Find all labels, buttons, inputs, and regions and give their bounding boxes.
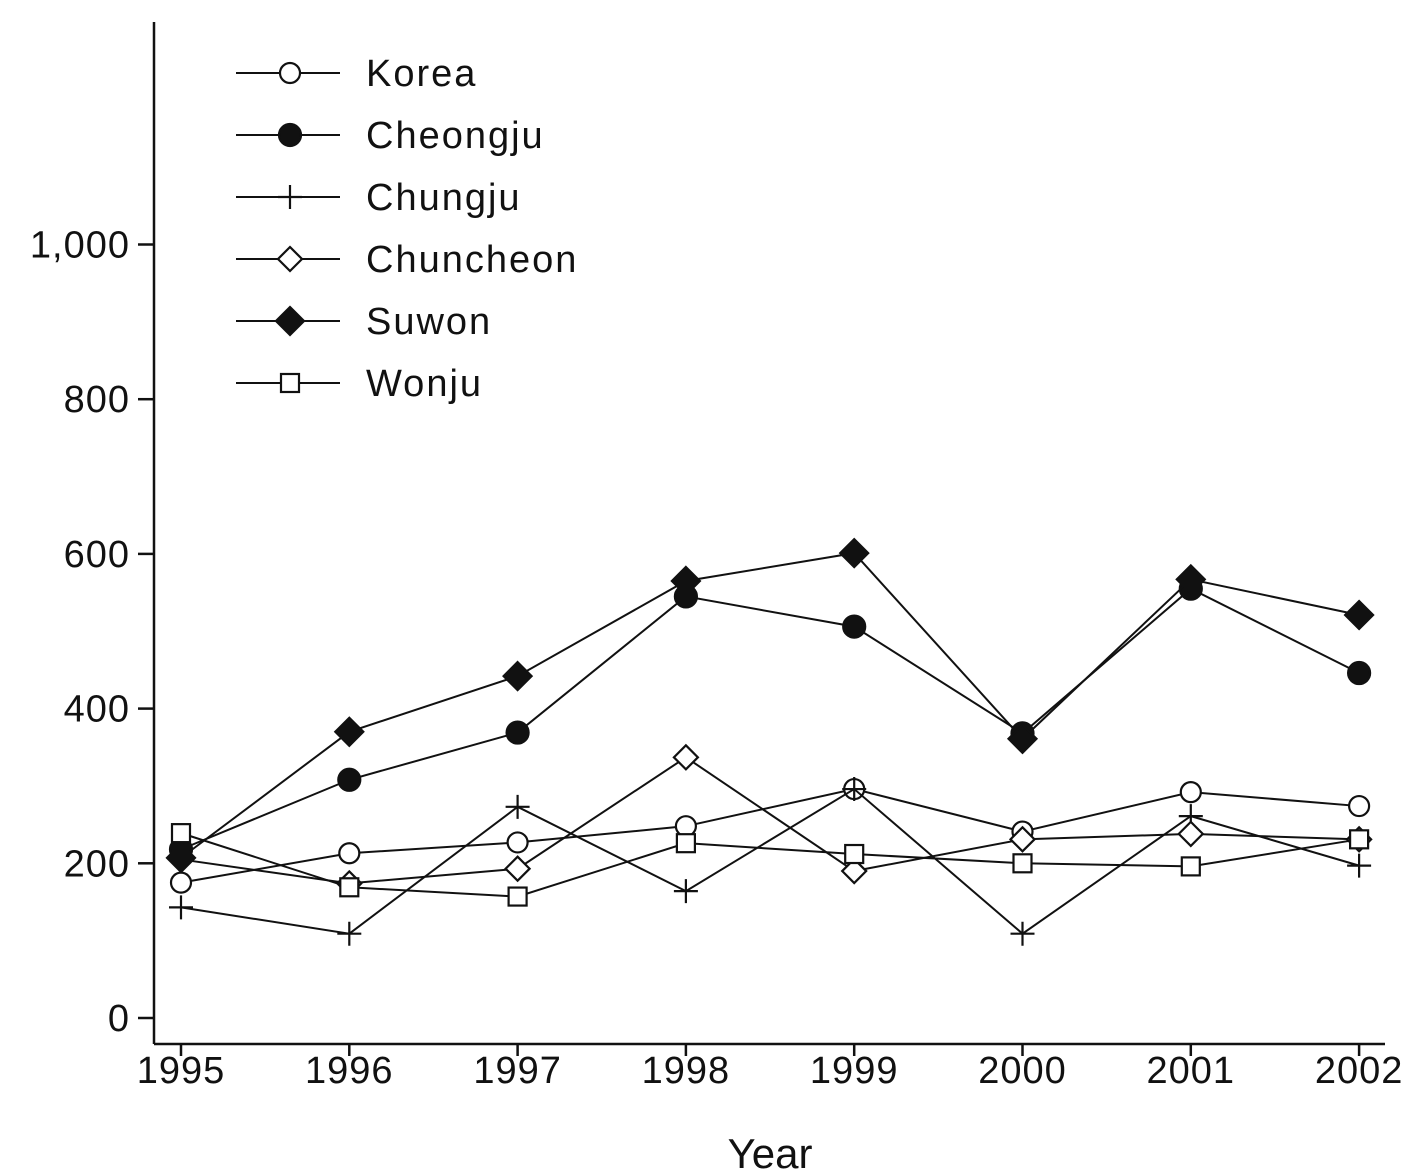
data-point-chuncheon [672, 743, 700, 771]
data-point-chungju [673, 879, 698, 904]
data-point-chungju [337, 921, 362, 946]
legend-label: Korea [366, 53, 477, 95]
series-line-korea [180, 788, 1360, 884]
legend-label: Wonju [366, 363, 483, 405]
data-point-chungju [1347, 853, 1372, 878]
data-point-cheongju [1346, 660, 1372, 686]
legend-label: Cheongju [366, 115, 545, 157]
x-tick-label: 2000 [978, 1050, 1067, 1092]
legend-item-korea: Korea [236, 53, 477, 95]
legend-label: Chungju [366, 177, 522, 219]
data-point-suwon [1006, 723, 1039, 755]
y-tick-label: 600 [64, 534, 130, 576]
data-point-wonju [1348, 829, 1370, 850]
legend-item-chuncheon: Chuncheon [236, 239, 578, 281]
legend-item-suwon: Suwon [236, 301, 492, 343]
series-line-cheongju [180, 587, 1360, 851]
legend-marker [276, 245, 304, 273]
legend-item-wonju: Wonju [236, 363, 483, 405]
x-tick-label: 1995 [137, 1050, 226, 1092]
data-point-chuncheon [840, 857, 868, 885]
data-point-cheongju [505, 720, 530, 745]
data-point-suwon [165, 842, 197, 874]
data-point-suwon [1343, 599, 1375, 631]
series-line-wonju [180, 832, 1360, 898]
data-point-suwon [502, 660, 534, 692]
y-tick-label: 800 [64, 379, 130, 421]
legend-marker [278, 185, 302, 209]
data-point-korea [1347, 794, 1371, 818]
data-point-suwon [333, 716, 365, 748]
data-point-korea [169, 871, 193, 894]
data-point-chuncheon [1008, 825, 1037, 853]
x-tick-label: 1996 [305, 1050, 394, 1092]
axes [152, 22, 1385, 1046]
data-point-suwon [670, 565, 702, 597]
legend-marker [277, 122, 303, 148]
data-point-wonju [1180, 856, 1201, 877]
data-point-chungju [505, 794, 530, 819]
y-axis-ticks: 0 200 400 600 800 1,000 [30, 225, 154, 1040]
x-tick-label: 1998 [642, 1050, 731, 1092]
x-tick-label: 2001 [1147, 1050, 1236, 1092]
data-point-suwon [1175, 563, 1207, 595]
x-axis-title: Year [728, 1130, 813, 1175]
data-point-korea [338, 842, 361, 865]
data-point-chuncheon [504, 855, 532, 883]
series-layer [165, 537, 1375, 946]
data-point-wonju [1012, 853, 1033, 874]
data-point-wonju [844, 843, 865, 865]
data-point-chungju [842, 777, 867, 802]
series-line-suwon [180, 552, 1360, 859]
legend-marker [278, 61, 302, 85]
data-point-wonju [507, 886, 528, 907]
legend-marker [274, 305, 306, 337]
series-line-chuncheon [180, 756, 1360, 885]
y-tick-label: 400 [64, 689, 130, 731]
x-tick-label: 1999 [810, 1050, 899, 1092]
data-point-chungju [169, 895, 193, 920]
data-point-cheongju [842, 614, 867, 639]
x-tick-label: 2002 [1315, 1050, 1404, 1092]
data-point-suwon [838, 537, 870, 569]
series-wonju [170, 823, 1370, 907]
x-axis-ticks: 1995 1996 1997 1998 1999 2000 2001 2002 [137, 1044, 1404, 1092]
data-point-cheongju [337, 767, 362, 792]
y-tick-label: 200 [64, 843, 130, 885]
data-point-wonju [339, 877, 360, 898]
data-point-chungju [1010, 921, 1035, 946]
legend-item-cheongju: Cheongju [236, 115, 545, 157]
series-suwon [165, 537, 1375, 874]
data-point-chuncheon [1177, 820, 1205, 848]
data-point-wonju [170, 823, 192, 844]
data-point-korea [1179, 781, 1202, 804]
legend: Korea Cheongju Chungju Chuncheon Suwon Wonju [236, 53, 578, 405]
legend-item-chungju: Chungju [236, 177, 522, 219]
legend-label: Suwon [366, 301, 492, 343]
data-point-korea [506, 831, 529, 854]
y-tick-label: 0 [108, 998, 130, 1040]
x-tick-label: 1997 [473, 1050, 562, 1092]
legend-label: Chuncheon [366, 239, 578, 281]
data-point-wonju [675, 833, 697, 854]
legend-marker [279, 372, 301, 394]
y-tick-label: 1,000 [30, 225, 130, 267]
